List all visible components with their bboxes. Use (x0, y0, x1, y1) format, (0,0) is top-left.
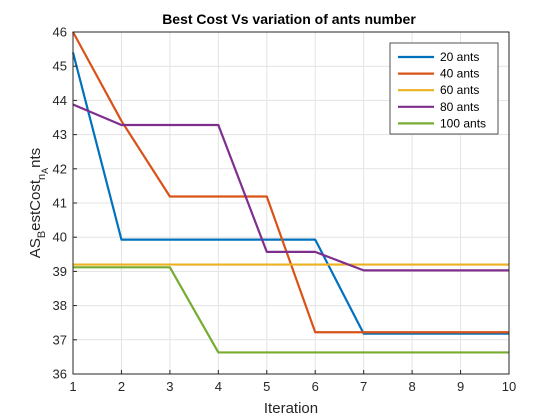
y-tick-label: 43 (53, 127, 67, 142)
legend-label: 80 ants (440, 100, 479, 114)
x-tick-label: 8 (408, 379, 415, 394)
y-label-sub: B (36, 231, 48, 238)
series-line (73, 266, 509, 354)
y-tick-label: 46 (53, 25, 67, 40)
legend-label: 60 ants (440, 83, 479, 97)
x-tick-label: 9 (457, 379, 464, 394)
x-tick-label: 1 (69, 379, 76, 394)
legend-label: 40 ants (440, 67, 479, 81)
series-line (71, 52, 509, 335)
x-tick-label: 5 (263, 379, 270, 394)
legend-label: 20 ants (440, 50, 479, 64)
y-tick-label: 44 (53, 93, 67, 108)
y-tick-label: 41 (53, 196, 67, 211)
y-tick-label: 42 (53, 161, 67, 176)
y-tick-label: 40 (53, 230, 67, 245)
y-tick-label: 39 (53, 264, 67, 279)
y-tick-label: 36 (53, 367, 67, 382)
legend-label: 100 ants (440, 116, 486, 130)
x-tick-label: 2 (118, 379, 125, 394)
x-tick-label: 4 (215, 379, 222, 394)
y-label-sub: A (40, 168, 50, 174)
y-label-part: nts (27, 148, 44, 168)
chart-title: Best Cost Vs variation of ants number (162, 11, 416, 27)
legend-box (389, 42, 499, 135)
y-label-part: estCost (27, 179, 44, 231)
x-tick-label: 6 (312, 379, 319, 394)
x-tick-label: 10 (502, 379, 516, 394)
y-tick-label: 37 (53, 332, 67, 347)
x-tick-label: 3 (166, 379, 173, 394)
y-label-part: AS (27, 238, 44, 258)
x-tick-label: 7 (360, 379, 367, 394)
series-layer (71, 31, 509, 354)
y-axis-label: ASBestCostnAnts (27, 148, 50, 258)
y-tick-label: 38 (53, 298, 67, 313)
legend: 20 ants 40 ants 60 ants 80 ants 100 ants (389, 42, 499, 135)
x-axis-label: Iteration (264, 400, 318, 417)
series-line (72, 103, 509, 272)
y-label-sub: n (36, 174, 48, 180)
y-tick-label: 45 (53, 59, 67, 74)
